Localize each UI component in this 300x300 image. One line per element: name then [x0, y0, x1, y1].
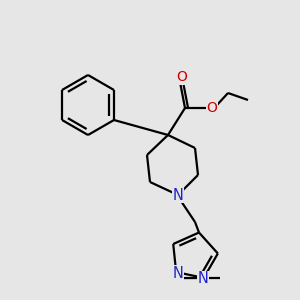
Text: N: N — [197, 272, 208, 286]
Text: N: N — [173, 266, 184, 280]
Text: O: O — [207, 101, 218, 115]
Text: O: O — [177, 70, 188, 84]
Text: N: N — [172, 188, 183, 202]
